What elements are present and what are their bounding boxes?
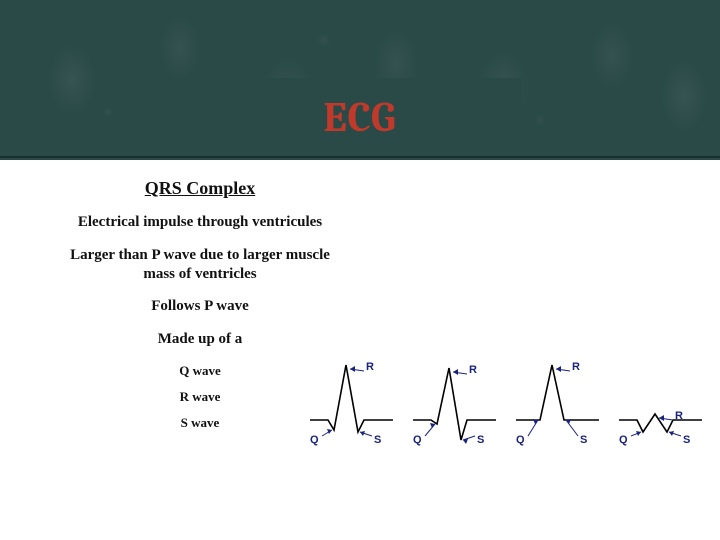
label-s: S <box>683 434 690 446</box>
qrs-diagram: RQSRQSRQSRQS <box>300 352 712 452</box>
line-impulse: Electrical impulse through ventricules <box>70 213 330 232</box>
heading-qrs: QRS Complex <box>70 178 330 199</box>
label-q: Q <box>413 434 422 446</box>
title-block: ECG <box>198 78 522 156</box>
label-s: S <box>477 434 484 446</box>
qrs-waveform: R Q S <box>304 352 399 452</box>
label-r: R <box>366 361 374 373</box>
qrs-waveform: R Q S <box>407 352 502 452</box>
line-madeup: Made up of a <box>70 330 330 349</box>
line-follows: Follows P wave <box>70 297 330 316</box>
label-r: R <box>572 361 580 373</box>
sub-q: Q wave <box>70 363 330 379</box>
label-s: S <box>374 434 381 446</box>
label-r: R <box>469 364 477 376</box>
slide-title: ECG <box>323 93 396 142</box>
label-q: Q <box>619 434 628 446</box>
header-divider <box>0 156 720 158</box>
label-r: R <box>675 410 683 422</box>
label-q: Q <box>516 434 525 446</box>
label-s: S <box>580 434 587 446</box>
sub-r: R wave <box>70 389 330 405</box>
sub-s: S wave <box>70 415 330 431</box>
label-q: Q <box>310 434 319 446</box>
qrs-waveform: R Q S <box>510 352 605 452</box>
header-band: ECG <box>0 0 720 160</box>
qrs-waveform: R Q S <box>613 352 708 452</box>
line-larger: Larger than P wave due to larger muscle … <box>70 246 330 284</box>
text-column: QRS Complex Electrical impulse through v… <box>70 178 330 441</box>
